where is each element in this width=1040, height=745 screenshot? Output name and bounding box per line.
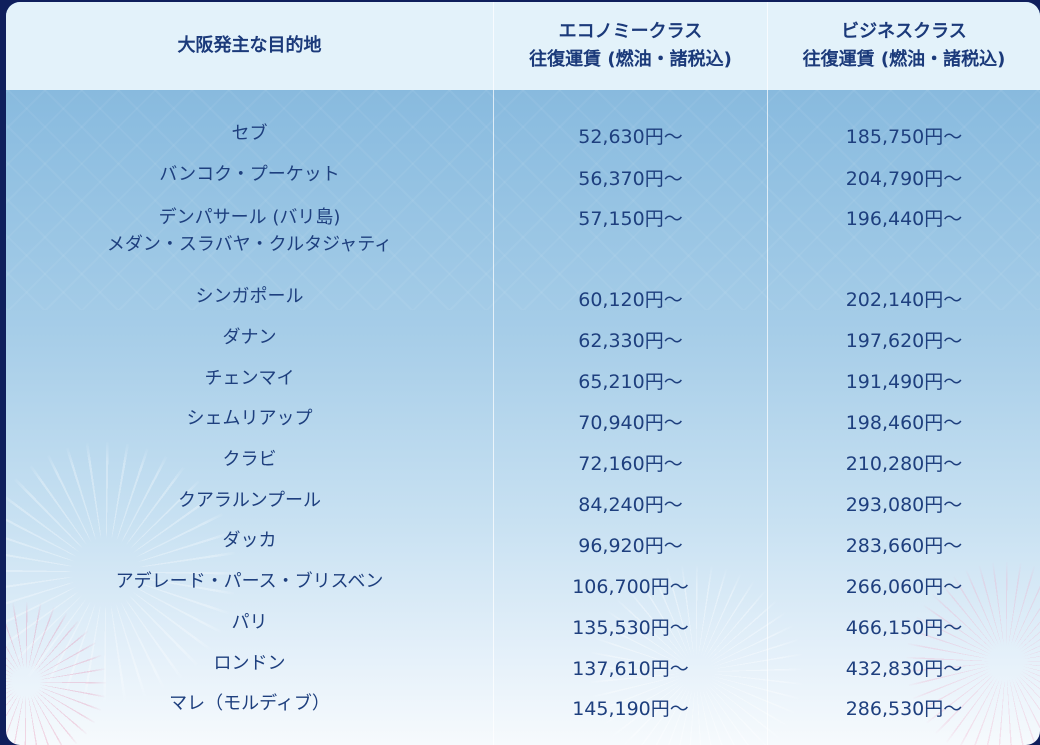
table-row-economy-fare: 145,190円〜 [572, 698, 689, 720]
table-row-destination: チェンマイ [204, 368, 295, 389]
table-row-destination: メダン・スラバヤ・クルタジャティ [106, 234, 393, 255]
header-economy-title: エコノミークラス [558, 21, 703, 42]
table-row-business-fare: 283,660円〜 [845, 535, 963, 557]
table-row-business-fare: 198,460円〜 [845, 412, 963, 434]
table-row-destination: セブ [231, 123, 268, 144]
table-row-business-fare: 466,150円〜 [845, 617, 963, 639]
table-row-business-fare: 432,830円〜 [845, 658, 963, 680]
table-row-economy-fare: 84,240円〜 [578, 494, 683, 516]
table-row-economy-fare: 65,210円〜 [578, 371, 683, 393]
table-row-destination: ダナン [222, 327, 277, 348]
header-economy: エコノミークラス 往復運賃 (燃油・諸税込) [494, 2, 767, 90]
table-row-economy-fare: 57,150円〜 [578, 208, 683, 230]
header-business: ビジネスクラス 往復運賃 (燃油・諸税込) [768, 2, 1040, 90]
table-row-economy-fare: 60,120円〜 [578, 289, 683, 311]
table-header [6, 2, 1040, 90]
header-economy-subtitle: 往復運賃 (燃油・諸税込) [529, 49, 732, 70]
header-business-title: ビジネスクラス [841, 21, 967, 42]
table-row-destination: デンパサール (バリ島) [158, 207, 341, 228]
table-row-business-fare: 204,790円〜 [845, 168, 963, 190]
header-destination: 大阪発主な目的地 [6, 2, 493, 90]
table-row-destination: ダッカ [222, 530, 277, 551]
table-row-business-fare: 210,280円〜 [845, 453, 963, 475]
table-row-business-fare: 191,490円〜 [845, 371, 963, 393]
table-row-economy-fare: 56,370円〜 [578, 168, 683, 190]
table-row-business-fare: 197,620円〜 [845, 330, 963, 352]
table-row-economy-fare: 137,610円〜 [572, 658, 689, 680]
table-row-destination: クアラルンプール [177, 490, 322, 511]
column-divider [767, 2, 768, 745]
table-row-destination: シンガポール [195, 286, 304, 307]
header-destination-label: 大阪発主な目的地 [177, 35, 322, 56]
table-row-destination: アデレード・パース・ブリスベン [115, 571, 384, 592]
table-row-destination: クラビ [222, 449, 277, 470]
table-row-economy-fare: 62,330円〜 [578, 330, 683, 352]
fare-table-card: 大阪発主な目的地 エコノミークラス 往復運賃 (燃油・諸税込) ビジネスクラス … [6, 2, 1040, 745]
table-row-economy-fare: 52,630円〜 [578, 126, 683, 148]
table-row-destination: ロンドン [213, 653, 286, 674]
table-row-business-fare: 293,080円〜 [845, 494, 963, 516]
table-row-economy-fare: 96,920円〜 [578, 535, 683, 557]
table-row-business-fare: 202,140円〜 [845, 289, 963, 311]
table-row-destination: シェムリアップ [186, 408, 313, 429]
table-row-economy-fare: 135,530円〜 [572, 617, 689, 639]
table-row-destination: パリ [231, 612, 268, 633]
table-row-economy-fare: 70,940円〜 [578, 412, 683, 434]
table-row-business-fare: 266,060円〜 [845, 576, 963, 598]
table-row-destination: バンコク・プーケット [159, 164, 340, 185]
table-row-business-fare: 196,440円〜 [845, 208, 963, 230]
header-business-subtitle: 往復運賃 (燃油・諸税込) [802, 49, 1006, 70]
table-row-economy-fare: 72,160円〜 [578, 453, 683, 475]
table-row-business-fare: 286,530円〜 [845, 698, 963, 720]
column-divider [493, 2, 494, 745]
table-row-destination: マレ（モルディブ） [169, 693, 330, 714]
table-row-business-fare: 185,750円〜 [845, 126, 963, 148]
table-row-economy-fare: 106,700円〜 [572, 576, 689, 598]
